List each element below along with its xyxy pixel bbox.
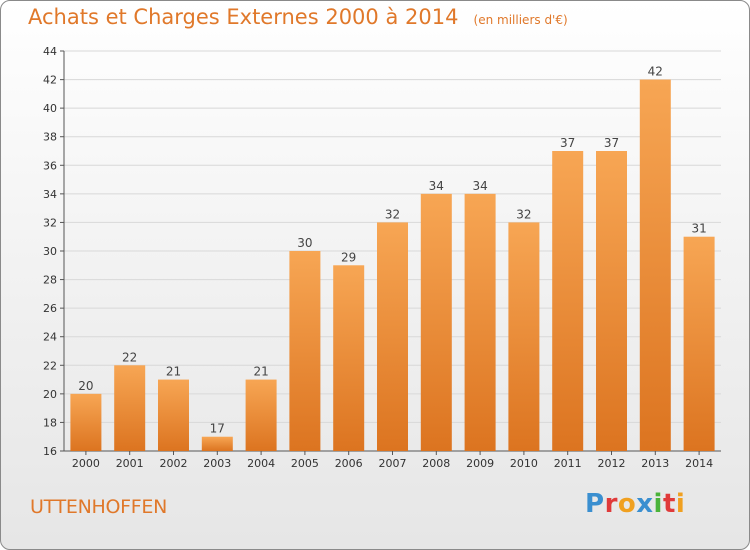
bar <box>639 79 671 452</box>
y-tick-label: 26 <box>43 302 57 315</box>
place-name: UTTENHOFFEN <box>30 496 168 518</box>
bar <box>464 193 496 451</box>
bar-value-label: 34 <box>472 179 487 193</box>
y-tick-label: 30 <box>43 245 57 258</box>
x-tick-label: 2001 <box>116 457 144 470</box>
bar <box>70 393 102 451</box>
bar <box>114 365 146 451</box>
x-tick-label: 2010 <box>510 457 538 470</box>
bar-value-label: 29 <box>341 250 356 264</box>
bar-value-label: 31 <box>691 222 706 236</box>
logo-letter: P <box>585 489 605 519</box>
bar-value-label: 37 <box>604 136 619 150</box>
bar-value-label: 37 <box>560 136 575 150</box>
bar <box>683 236 715 451</box>
bar <box>333 265 365 451</box>
y-tick-label: 36 <box>43 159 57 172</box>
x-tick-label: 2002 <box>160 457 188 470</box>
y-tick-label: 34 <box>43 188 57 201</box>
x-tick-label: 2004 <box>247 457 275 470</box>
bar-value-label: 17 <box>210 422 225 436</box>
bar <box>201 436 233 451</box>
logo-letter: i <box>675 489 686 519</box>
title-row: Achats et Charges Externes 2000 à 2014 (… <box>28 5 568 29</box>
chart-subtitle: (en milliers d'€) <box>473 13 568 27</box>
y-tick-label: 32 <box>43 216 57 229</box>
bar <box>420 193 452 451</box>
x-tick-label: 2000 <box>72 457 100 470</box>
x-tick-label: 2006 <box>335 457 363 470</box>
y-tick-label: 42 <box>43 74 57 87</box>
x-tick-label: 2013 <box>641 457 669 470</box>
bar <box>245 379 277 451</box>
x-tick-label: 2014 <box>685 457 713 470</box>
x-tick-label: 2009 <box>466 457 494 470</box>
chart-title: Achats et Charges Externes 2000 à 2014 <box>28 5 459 29</box>
x-tick-label: 2003 <box>203 457 231 470</box>
bar-value-label: 20 <box>78 379 93 393</box>
bar <box>158 379 189 451</box>
bar <box>596 151 627 451</box>
y-tick-label: 20 <box>43 388 57 401</box>
y-tick-label: 24 <box>43 331 57 344</box>
x-tick-label: 2008 <box>422 457 450 470</box>
bar-value-label: 30 <box>297 236 312 250</box>
y-tick-label: 44 <box>43 45 57 58</box>
x-tick-label: 2005 <box>291 457 319 470</box>
bar <box>377 222 408 451</box>
logo-letter: t <box>662 489 676 519</box>
y-tick-label: 16 <box>43 445 57 458</box>
logo-letter: o <box>617 489 637 519</box>
bar <box>289 251 321 451</box>
y-tick-label: 40 <box>43 102 57 115</box>
logo-letter: x <box>636 489 654 519</box>
bar-value-label: 21 <box>166 365 181 379</box>
bar-value-label: 22 <box>122 350 137 364</box>
x-tick-label: 2011 <box>554 457 582 470</box>
bar-value-label: 34 <box>429 179 444 193</box>
proxiti-logo: Proxiti <box>585 489 685 519</box>
bar-value-label: 32 <box>516 207 531 221</box>
y-tick-label: 22 <box>43 359 57 372</box>
bar <box>508 222 540 451</box>
y-tick-label: 38 <box>43 131 57 144</box>
bar-value-label: 42 <box>648 65 663 79</box>
x-tick-label: 2007 <box>379 457 407 470</box>
bar-value-label: 32 <box>385 207 400 221</box>
y-tick-label: 18 <box>43 416 57 429</box>
y-tick-label: 28 <box>43 274 57 287</box>
bar-value-label: 21 <box>253 365 268 379</box>
logo-letter: r <box>604 489 618 519</box>
bar <box>552 151 584 451</box>
x-tick-label: 2012 <box>598 457 626 470</box>
logo-letter: i <box>653 489 663 519</box>
